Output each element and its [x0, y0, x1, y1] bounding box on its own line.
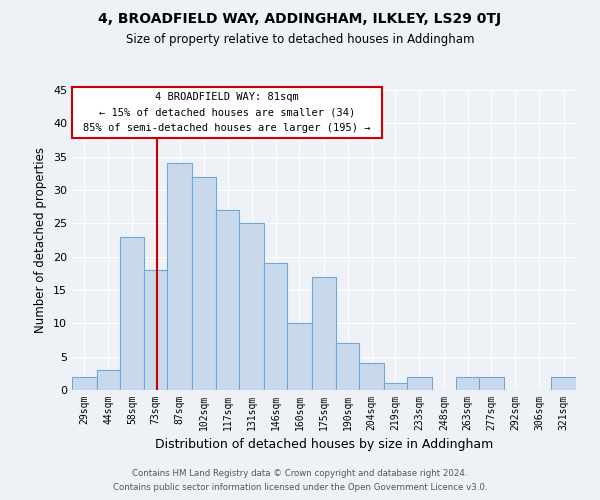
- Bar: [167, 164, 192, 390]
- Bar: [359, 364, 384, 390]
- Bar: [407, 376, 431, 390]
- Bar: [551, 376, 576, 390]
- Bar: [264, 264, 287, 390]
- Bar: [311, 276, 337, 390]
- Bar: [119, 236, 144, 390]
- Text: Contains HM Land Registry data © Crown copyright and database right 2024.: Contains HM Land Registry data © Crown c…: [132, 468, 468, 477]
- Bar: [479, 376, 504, 390]
- Text: 4, BROADFIELD WAY, ADDINGHAM, ILKLEY, LS29 0TJ: 4, BROADFIELD WAY, ADDINGHAM, ILKLEY, LS…: [98, 12, 502, 26]
- X-axis label: Distribution of detached houses by size in Addingham: Distribution of detached houses by size …: [155, 438, 493, 452]
- Bar: [287, 324, 311, 390]
- Text: Size of property relative to detached houses in Addingham: Size of property relative to detached ho…: [126, 32, 474, 46]
- Bar: [384, 384, 407, 390]
- Y-axis label: Number of detached properties: Number of detached properties: [34, 147, 47, 333]
- Text: 4 BROADFIELD WAY: 81sqm
← 15% of detached houses are smaller (34)
85% of semi-de: 4 BROADFIELD WAY: 81sqm ← 15% of detache…: [83, 92, 371, 133]
- Bar: [97, 370, 119, 390]
- Bar: [337, 344, 359, 390]
- Bar: [72, 376, 97, 390]
- FancyBboxPatch shape: [72, 86, 382, 138]
- Bar: [144, 270, 167, 390]
- Text: Contains public sector information licensed under the Open Government Licence v3: Contains public sector information licen…: [113, 484, 487, 492]
- Bar: [192, 176, 217, 390]
- Bar: [456, 376, 479, 390]
- Bar: [239, 224, 264, 390]
- Bar: [217, 210, 239, 390]
